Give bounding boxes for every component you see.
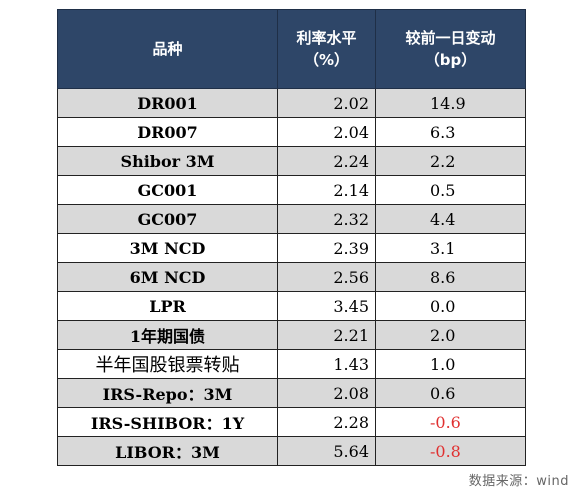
- row-rate: 2.32: [277, 204, 376, 234]
- row-name: GC007: [57, 204, 278, 234]
- row-rate: 2.14: [277, 175, 376, 205]
- row-change: 0.6: [375, 378, 526, 408]
- table-row: GC001 2.14 0.5: [57, 175, 526, 205]
- row-name: LPR: [57, 291, 278, 321]
- row-name: 半年国股银票转贴: [57, 349, 278, 379]
- row-rate: 3.45: [277, 291, 376, 321]
- row-change: 1.0: [375, 349, 526, 379]
- row-name: GC001: [57, 175, 278, 205]
- row-rate: 2.28: [277, 407, 376, 437]
- row-change-negative: -0.6: [375, 407, 526, 437]
- row-name: 1年期国债: [57, 320, 278, 350]
- row-rate: 2.02: [277, 88, 376, 118]
- header-name: 品种: [57, 9, 278, 89]
- table-header-row: 品种 利率水平 （%） 较前一日变动 （bp）: [57, 9, 526, 89]
- table-row: 1年期国债 2.21 2.0: [57, 320, 526, 350]
- row-change: 14.9: [375, 88, 526, 118]
- row-change: 0.5: [375, 175, 526, 205]
- row-rate: 5.64: [277, 436, 376, 466]
- row-change: 3.1: [375, 233, 526, 263]
- table-row: IRS-SHIBOR：1Y 2.28 -0.6: [57, 407, 526, 437]
- table-row: DR007 2.04 6.3: [57, 117, 526, 147]
- table-row: DR001 2.02 14.9: [57, 88, 526, 118]
- row-name: 3M NCD: [57, 233, 278, 263]
- table-row: LIBOR：3M 5.64 -0.8: [57, 436, 526, 466]
- row-change: 8.6: [375, 262, 526, 292]
- row-name: 6M NCD: [57, 262, 278, 292]
- table-row: Shibor 3M 2.24 2.2: [57, 146, 526, 176]
- table-row: GC007 2.32 4.4: [57, 204, 526, 234]
- table-row: 6M NCD 2.56 8.6: [57, 262, 526, 292]
- row-change-negative: -0.8: [375, 436, 526, 466]
- row-change: 6.3: [375, 117, 526, 147]
- rate-table: 品种 利率水平 （%） 较前一日变动 （bp） DR001 2.02 14.9 …: [57, 9, 526, 466]
- header-rate-unit: （%）: [303, 51, 350, 69]
- source-note: 数据来源：wind: [468, 474, 569, 489]
- header-change-label: 较前一日变动: [405, 29, 496, 47]
- table-row: IRS-Repo：3M 2.08 0.6: [57, 378, 526, 408]
- header-change: 较前一日变动 （bp）: [375, 9, 526, 89]
- row-change: 2.0: [375, 320, 526, 350]
- row-change: 0.0: [375, 291, 526, 321]
- row-name: IRS-Repo：3M: [57, 378, 278, 408]
- row-rate: 2.08: [277, 378, 376, 408]
- row-name: DR007: [57, 117, 278, 147]
- row-name: IRS-SHIBOR：1Y: [57, 407, 278, 437]
- row-rate: 1.43: [277, 349, 376, 379]
- header-change-unit: （bp）: [424, 51, 477, 69]
- row-rate: 2.21: [277, 320, 376, 350]
- table-row: 3M NCD 2.39 3.1: [57, 233, 526, 263]
- row-rate: 2.04: [277, 117, 376, 147]
- row-rate: 2.56: [277, 262, 376, 292]
- row-rate: 2.24: [277, 146, 376, 176]
- row-change: 4.4: [375, 204, 526, 234]
- row-rate: 2.39: [277, 233, 376, 263]
- row-change: 2.2: [375, 146, 526, 176]
- header-name-label: 品种: [152, 40, 183, 58]
- row-name: Shibor 3M: [57, 146, 278, 176]
- header-rate: 利率水平 （%）: [277, 9, 376, 89]
- table-row: 半年国股银票转贴 1.43 1.0: [57, 349, 526, 379]
- table-row: LPR 3.45 0.0: [57, 291, 526, 321]
- row-name: LIBOR：3M: [57, 436, 278, 466]
- header-rate-label: 利率水平: [296, 29, 357, 47]
- row-name: DR001: [57, 88, 278, 118]
